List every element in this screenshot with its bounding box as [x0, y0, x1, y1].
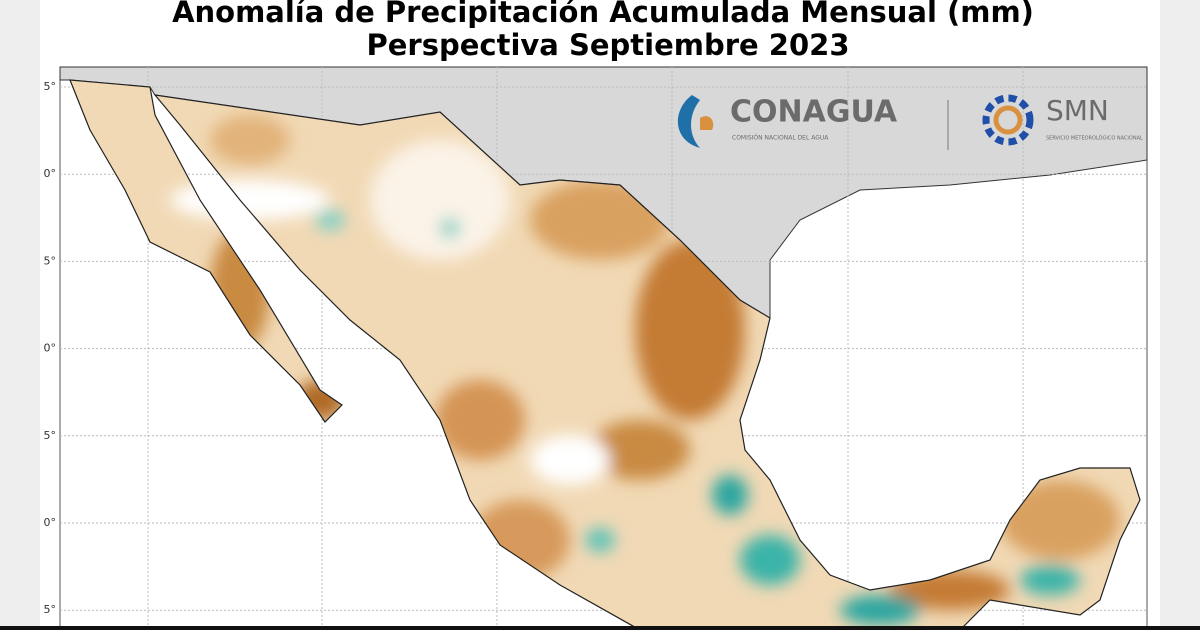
coastline	[69, 79, 1141, 631]
latitude-label: 0°	[44, 167, 57, 180]
smn-name: SMN	[1046, 94, 1109, 127]
side-margin	[1160, 0, 1200, 630]
conagua-logo: CONAGUA COMISIÓN NACIONAL DEL AGUA	[677, 95, 898, 148]
latitude-label: 5°	[44, 80, 57, 93]
title: Anomalía de Precipitación Acumulada Mens…	[172, 0, 1034, 29]
conagua-subtitle: COMISIÓN NACIONAL DEL AGUA	[732, 135, 829, 142]
smn-icon	[982, 94, 1034, 146]
smn-subtitle: SERVICIO METEOROLÓGICO NACIONAL	[1046, 135, 1143, 142]
conagua-icon	[700, 116, 714, 130]
latitude-label: 0°	[44, 516, 57, 529]
conagua-name: CONAGUA	[730, 95, 898, 130]
side-margin	[0, 0, 40, 630]
smn-icon	[993, 105, 1023, 135]
latitude-label: 5°	[44, 603, 57, 616]
subtitle: Perspectiva Septiembre 2023	[366, 28, 849, 62]
bottom-edge	[0, 626, 1200, 630]
latitude-label: 5°	[44, 254, 57, 267]
latitude-label: 5°	[44, 429, 57, 442]
conagua-icon	[677, 95, 700, 148]
smn-logo: SMN SERVICIO METEOROLÓGICO NACIONAL	[982, 94, 1143, 146]
latitude-label: 0°	[44, 342, 57, 355]
